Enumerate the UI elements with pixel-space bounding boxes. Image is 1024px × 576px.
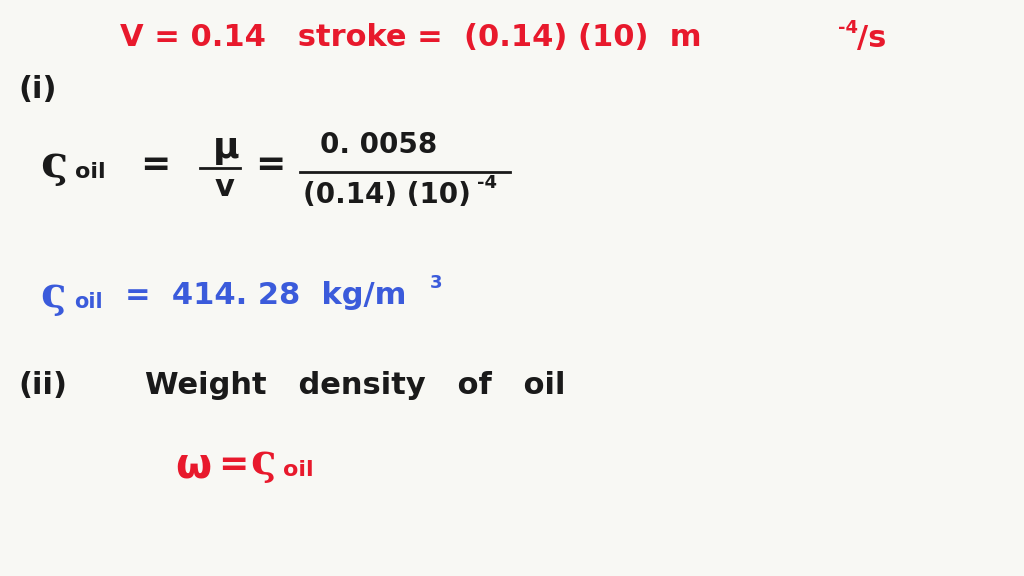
Text: (0.14) (10): (0.14) (10) <box>303 181 471 209</box>
Text: =: = <box>255 148 286 182</box>
Text: 0. 0058: 0. 0058 <box>319 131 437 159</box>
Text: (i): (i) <box>18 75 56 104</box>
Text: /s: /s <box>857 24 887 52</box>
Text: 3: 3 <box>430 274 442 292</box>
Text: -4: -4 <box>838 19 858 37</box>
Text: oil: oil <box>74 292 102 312</box>
Text: (ii): (ii) <box>18 370 67 400</box>
Text: =: = <box>218 448 249 482</box>
Text: oil: oil <box>75 162 105 182</box>
Text: =: = <box>140 148 170 182</box>
Text: ς: ς <box>40 143 68 187</box>
Text: V = 0.14   stroke =  (0.14) (10)  m: V = 0.14 stroke = (0.14) (10) m <box>120 24 701 52</box>
Text: ς: ς <box>250 441 275 483</box>
Text: ω: ω <box>175 444 211 486</box>
Text: ς: ς <box>40 274 66 316</box>
Text: Weight   density   of   oil: Weight density of oil <box>145 370 565 400</box>
Text: =  414. 28  kg/m: = 414. 28 kg/m <box>125 281 407 309</box>
Text: oil: oil <box>283 460 313 480</box>
Text: v: v <box>215 173 234 203</box>
Text: μ: μ <box>213 131 240 165</box>
Text: -4: -4 <box>477 174 497 192</box>
